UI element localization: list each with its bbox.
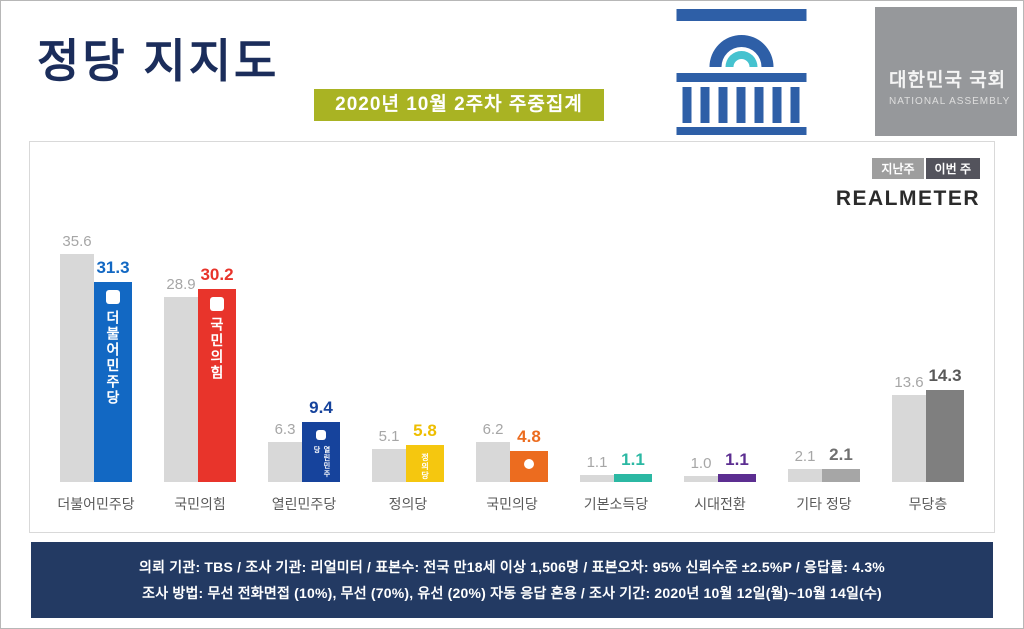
page-title: 정당 지지도 bbox=[37, 35, 280, 87]
this-week-bar: 더불어민주당 bbox=[94, 281, 132, 482]
last-week-value: 6.2 bbox=[482, 421, 504, 439]
last-week-bar bbox=[60, 254, 94, 482]
this-week-bar bbox=[510, 451, 548, 482]
national-assembly-building-icon bbox=[676, 9, 807, 135]
last-week-bar bbox=[788, 468, 822, 482]
this-week-bar bbox=[718, 474, 756, 482]
last-week-value: 6.3 bbox=[274, 420, 296, 438]
assembly-name-en: NATIONAL ASSEMBLY bbox=[889, 96, 1011, 107]
bar-group: 28.9 30.2 국민의힘 국민의힘 bbox=[148, 233, 252, 518]
this-week-value: 2.1 bbox=[829, 444, 853, 464]
this-week-value: 1.1 bbox=[621, 450, 645, 469]
category-label: 정의당 bbox=[388, 496, 428, 512]
this-week-bar: 정의당 bbox=[406, 444, 444, 482]
last-week-bar bbox=[580, 474, 614, 482]
bar-group: 6.2 4.8 국민의당 bbox=[460, 233, 564, 518]
period-badge: 2020년 10월 2주차 주중집계 bbox=[314, 89, 604, 121]
last-week-value: 5.1 bbox=[378, 428, 400, 446]
this-week-bar bbox=[614, 474, 652, 482]
this-week-value: 31.3 bbox=[96, 257, 130, 277]
this-week-value: 1.1 bbox=[725, 450, 749, 469]
category-label: 국민의힘 bbox=[174, 496, 226, 512]
last-week-value: 1.1 bbox=[586, 453, 608, 471]
this-week-bar bbox=[822, 468, 860, 482]
chart-legend: 지난주 이번 주 REALMETER bbox=[836, 158, 980, 211]
category-label: 열린민주당 bbox=[271, 496, 337, 512]
this-week-value: 9.4 bbox=[309, 397, 333, 417]
last-week-bar bbox=[892, 394, 926, 482]
last-week-value: 35.6 bbox=[62, 233, 92, 251]
bar-group: 1.0 1.1 시대전환 bbox=[668, 233, 772, 518]
category-label: 무당층 bbox=[908, 496, 948, 512]
legend-this-week: 이번 주 bbox=[925, 158, 980, 179]
category-label: 국민의당 bbox=[486, 496, 538, 512]
realmeter-logo: REALMETER bbox=[835, 187, 980, 210]
footnote-line-1: 의뢰 기관: TBS / 조사 기관: 리얼미터 / 표본수: 전국 만18세 … bbox=[139, 559, 885, 575]
bar-group: 2.1 2.1 기타 정당 bbox=[772, 233, 876, 518]
this-week-bar bbox=[926, 390, 964, 482]
category-label: 기본소득당 bbox=[583, 496, 649, 512]
this-week-value: 14.3 bbox=[928, 366, 962, 386]
this-week-value: 30.2 bbox=[200, 264, 234, 284]
bar-group: 5.1 5.8 정의당 정의당 bbox=[356, 233, 460, 518]
bar-group: 13.6 14.3 무당층 bbox=[876, 233, 980, 518]
category-label: 기타 정당 bbox=[796, 496, 852, 512]
last-week-value: 1.0 bbox=[690, 454, 712, 472]
this-week-value: 5.8 bbox=[413, 420, 437, 440]
last-week-bar bbox=[372, 449, 406, 482]
in-bar-party-name: 더불어민주당 bbox=[105, 309, 121, 406]
party-logo-icon bbox=[106, 289, 120, 304]
bar-group: 1.1 1.1 기본소득당 bbox=[564, 233, 668, 518]
last-week-value: 28.9 bbox=[166, 276, 196, 294]
bar-group: 35.6 31.3 더불어민주당 더불어민주당 bbox=[44, 233, 148, 518]
last-week-bar bbox=[164, 297, 198, 482]
last-week-value: 13.6 bbox=[894, 373, 924, 391]
this-week-bar: 국민의힘 bbox=[198, 288, 236, 482]
last-week-bar bbox=[268, 441, 302, 482]
category-label: 시대전환 bbox=[694, 496, 746, 512]
in-bar-party-name: 열린민주당 bbox=[313, 445, 330, 478]
assembly-name: 대한민국 국회 bbox=[889, 70, 1007, 91]
survey-footnote: 의뢰 기관: TBS / 조사 기관: 리얼미터 / 표본수: 전국 만18세 … bbox=[31, 542, 993, 618]
party-logo-icon bbox=[210, 296, 224, 311]
this-week-bar: 열린민주당 bbox=[302, 421, 340, 482]
party-logo-icon bbox=[316, 429, 326, 440]
last-week-value: 2.1 bbox=[794, 447, 816, 465]
party-logo-icon bbox=[524, 459, 534, 470]
last-week-bar bbox=[684, 475, 718, 482]
bar-group: 6.3 9.4 열린민주당 열린민주당 bbox=[252, 233, 356, 518]
this-week-value: 4.8 bbox=[517, 427, 541, 447]
in-bar-party-name: 국민의힘 bbox=[209, 316, 225, 381]
last-week-bar bbox=[476, 442, 510, 482]
in-bar-party-name: 정의당 bbox=[420, 452, 430, 480]
category-label: 더불어민주당 bbox=[57, 496, 135, 512]
assembly-name-panel: 대한민국 국회 NATIONAL ASSEMBLY bbox=[875, 7, 1017, 136]
bar-chart: 지난주 이번 주 REALMETER 35.6 31.3 더불어민주당 더불어민주당 2… bbox=[29, 141, 995, 533]
footnote-line-2: 조사 방법: 무선 전화면접 (10%), 무선 (70%), 유선 (20%)… bbox=[142, 585, 882, 601]
legend-last-week: 지난주 bbox=[872, 158, 924, 179]
bars-row: 35.6 31.3 더불어민주당 더불어민주당 28.9 30.2 국민의힘 국민의힘 6.3 9… bbox=[44, 233, 980, 518]
